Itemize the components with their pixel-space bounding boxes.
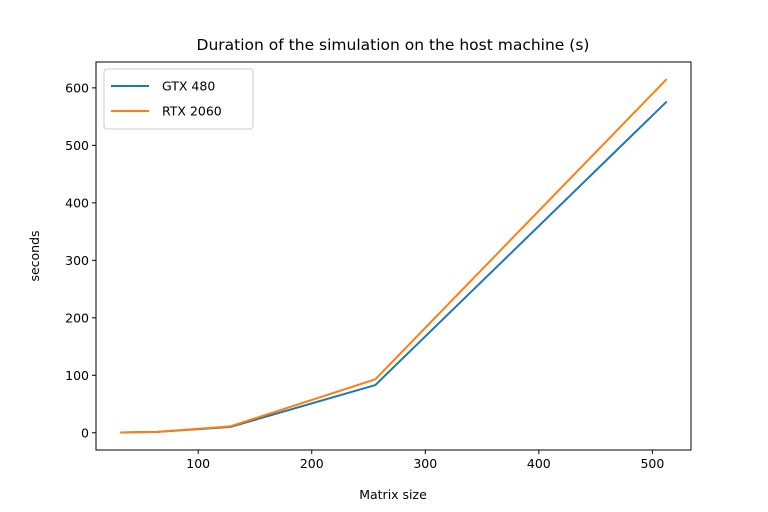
y-tick-label: 400 xyxy=(65,195,89,210)
y-axis-ticks: 0 100 200 300 400 500 600 xyxy=(65,80,96,440)
series-line-rtx-2060 xyxy=(119,78,668,434)
y-axis-label: seconds xyxy=(27,230,42,281)
x-axis-ticks: 100 200 300 400 500 xyxy=(186,450,664,471)
x-tick-label: 300 xyxy=(413,456,437,471)
plot-frame xyxy=(95,61,692,451)
y-tick-label: 300 xyxy=(65,253,89,268)
x-tick-label: 100 xyxy=(186,456,210,471)
x-tick-label: 400 xyxy=(527,456,551,471)
y-tick-label: 600 xyxy=(65,80,89,95)
chart-title: Duration of the simulation on the host m… xyxy=(197,36,590,54)
legend-box xyxy=(103,68,254,130)
plot-area xyxy=(95,61,692,451)
legend: GTX 480 RTX 2060 xyxy=(103,68,254,130)
y-tick-label: 100 xyxy=(65,368,89,383)
x-tick-label: 500 xyxy=(640,456,664,471)
legend-entries: GTX 480 RTX 2060 xyxy=(111,79,222,119)
x-axis-label: Matrix size xyxy=(359,487,427,502)
series-layer xyxy=(119,78,668,434)
x-tick-label: 200 xyxy=(300,456,324,471)
y-tick-label: 0 xyxy=(81,425,89,440)
y-tick-label: 200 xyxy=(65,310,89,325)
legend-label-gtx-480: GTX 480 xyxy=(162,79,215,94)
y-tick-label: 500 xyxy=(65,138,89,153)
legend-label-rtx-2060: RTX 2060 xyxy=(162,104,222,119)
